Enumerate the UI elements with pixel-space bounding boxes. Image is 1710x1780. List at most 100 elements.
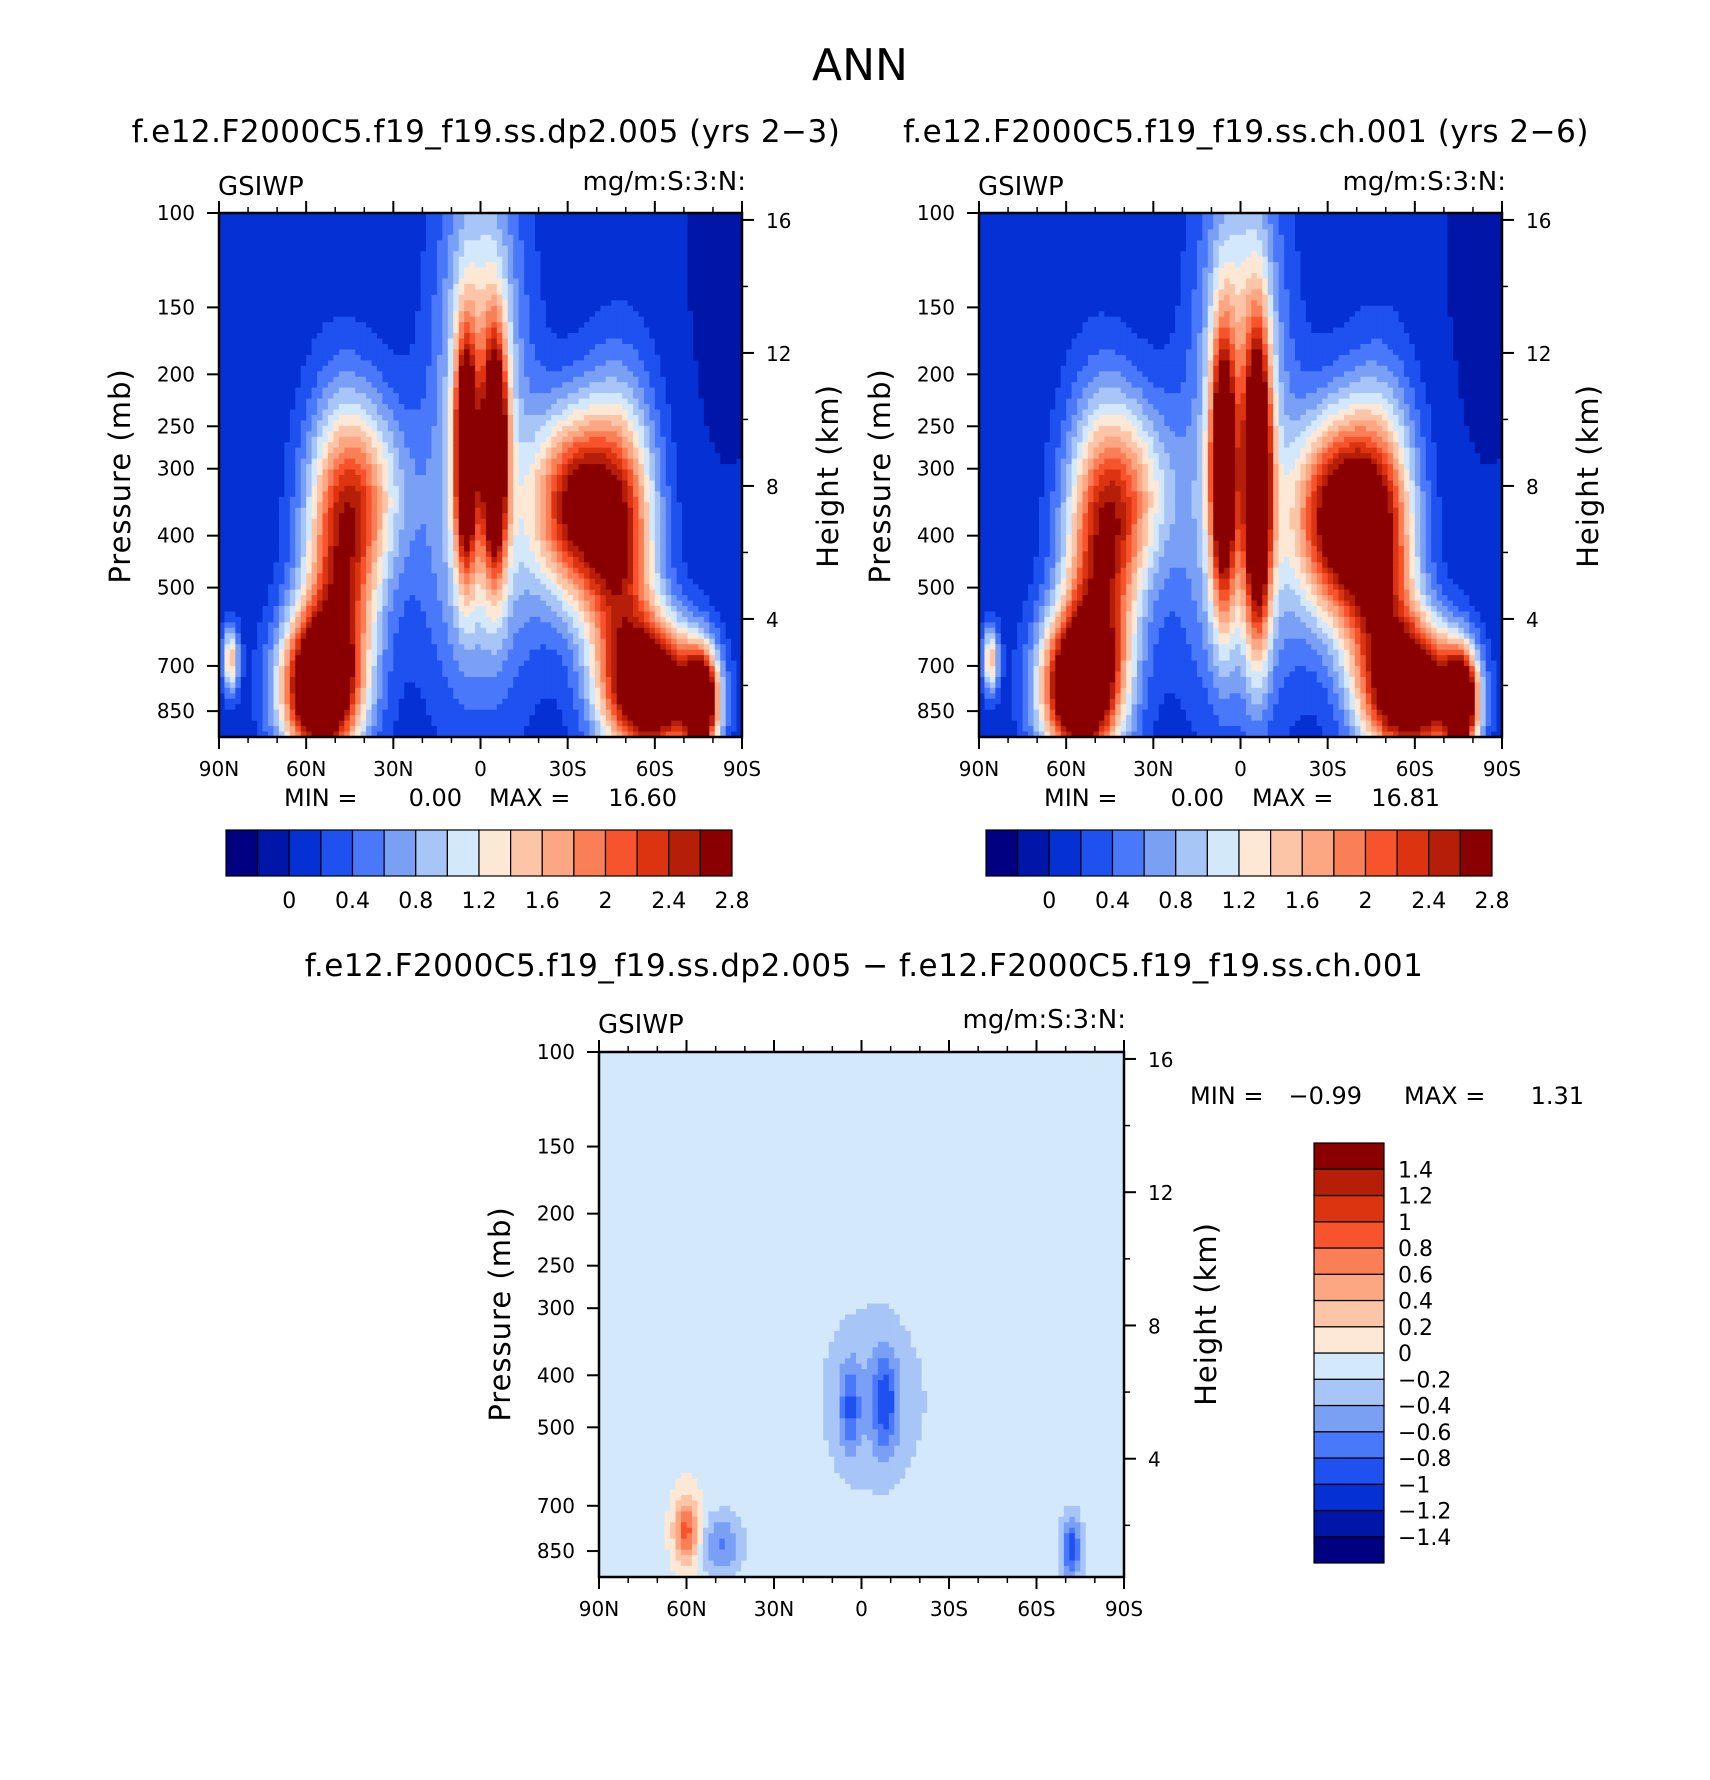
field-cell: [540, 251, 546, 257]
field-cell: [513, 273, 519, 279]
field-cell: [573, 322, 579, 328]
field-cell: [366, 300, 372, 306]
field-cell: [513, 431, 519, 437]
field-cell: [606, 360, 612, 366]
field-cell: [224, 437, 230, 443]
field-cell: [688, 355, 694, 361]
field-cell: [323, 388, 329, 394]
field-cell: [540, 289, 546, 295]
field-cell: [486, 289, 492, 295]
field-cell: [649, 224, 655, 230]
field-cell: [306, 257, 312, 263]
field-cell: [491, 339, 497, 345]
field-cell: [361, 410, 367, 416]
field-cell: [584, 355, 590, 361]
field-cell: [595, 284, 601, 290]
field-cell: [557, 339, 563, 345]
field-cell: [306, 289, 312, 295]
field-cell: [230, 273, 236, 279]
field-cell: [301, 284, 307, 290]
field-cell: [666, 284, 672, 290]
field-cell: [660, 420, 666, 426]
field-cell: [257, 322, 263, 328]
field-cell: [617, 262, 623, 268]
field-cell: [295, 284, 301, 290]
field-cell: [693, 399, 699, 405]
field-cell: [649, 279, 655, 285]
field-cell: [486, 339, 492, 345]
field-cell: [497, 333, 503, 339]
field-cell: [344, 284, 350, 290]
field-cell: [301, 251, 307, 257]
field-cell: [524, 246, 530, 252]
field-cell: [519, 366, 525, 372]
field-cell: [671, 388, 677, 394]
field-cell: [540, 306, 546, 312]
field-cell: [579, 235, 585, 241]
field-cell: [589, 355, 595, 361]
field-cell: [606, 268, 612, 274]
field-cell: [290, 360, 296, 366]
field-cell: [655, 420, 661, 426]
field-cell: [312, 344, 318, 350]
field-cell: [617, 426, 623, 432]
field-cell: [693, 322, 699, 328]
field-cell: [372, 366, 378, 372]
field-cell: [524, 333, 530, 339]
field-cell: [459, 371, 465, 377]
field-cell: [475, 371, 481, 377]
field-cell: [698, 355, 704, 361]
field-cell: [290, 388, 296, 394]
field-cell: [377, 311, 383, 317]
field-cell: [622, 229, 628, 235]
field-cell: [295, 399, 301, 405]
field-cell: [584, 393, 590, 399]
field-cell: [470, 322, 476, 328]
field-cell: [421, 377, 427, 383]
field-cell: [720, 426, 726, 432]
field-cell: [241, 393, 247, 399]
field-cell: [649, 426, 655, 432]
field-cell: [366, 268, 372, 274]
field-cell: [731, 349, 737, 355]
field-cell: [388, 382, 394, 388]
field-cell: [279, 415, 285, 421]
field-cell: [649, 420, 655, 426]
field-cell: [709, 251, 715, 257]
field-cell: [268, 388, 274, 394]
field-cell: [709, 393, 715, 399]
field-cell: [388, 360, 394, 366]
field-cell: [252, 388, 258, 394]
field-cell: [671, 420, 677, 426]
field-cell: [682, 240, 688, 246]
field-cell: [606, 382, 612, 388]
field-cell: [731, 257, 737, 263]
field-cell: [426, 300, 432, 306]
field-cell: [540, 404, 546, 410]
field-cell: [546, 251, 552, 257]
field-cell: [355, 404, 361, 410]
field-cell: [530, 371, 536, 377]
field-cell: [448, 229, 454, 235]
field-cell: [491, 311, 497, 317]
field-cell: [448, 284, 454, 290]
field-cell: [502, 273, 508, 279]
field-cell: [459, 339, 465, 345]
field-cell: [688, 377, 694, 383]
field-cell: [698, 257, 704, 263]
field-cell: [557, 404, 563, 410]
field-cell: [715, 251, 721, 257]
field-cell: [508, 344, 514, 350]
field-cell: [333, 279, 339, 285]
field-cell: [235, 339, 241, 345]
field-cell: [502, 349, 508, 355]
field-cell: [475, 218, 481, 224]
field-cell: [562, 257, 568, 263]
field-cell: [502, 399, 508, 405]
field-cell: [589, 224, 595, 230]
field-cell: [726, 229, 732, 235]
field-cell: [682, 404, 688, 410]
field-cell: [660, 366, 666, 372]
field-cell: [372, 322, 378, 328]
field-cell: [698, 366, 704, 372]
